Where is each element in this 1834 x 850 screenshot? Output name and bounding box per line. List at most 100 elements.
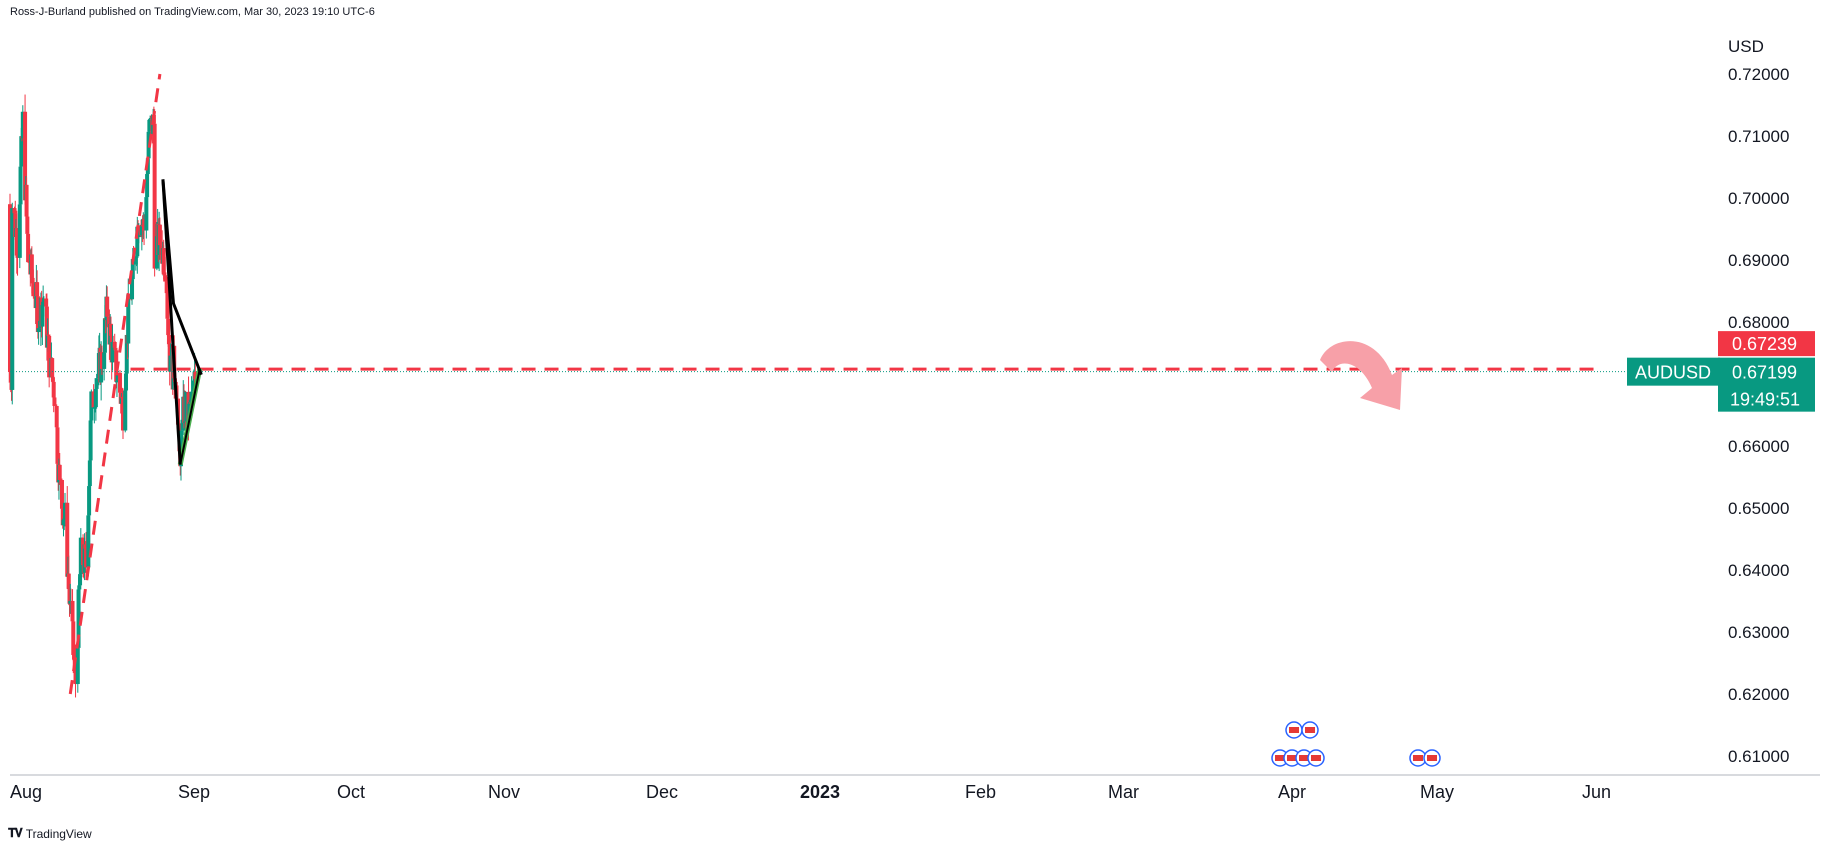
candle-body bbox=[57, 464, 62, 480]
y-tick-label: 0.65000 bbox=[1728, 499, 1789, 518]
candle-body bbox=[152, 123, 157, 269]
candle-body bbox=[120, 397, 125, 431]
candle-body bbox=[124, 334, 129, 374]
candle-body bbox=[163, 275, 168, 282]
candle-body bbox=[35, 296, 40, 333]
candle-body bbox=[44, 298, 49, 307]
x-tick-label: May bbox=[1420, 782, 1454, 802]
candle-body bbox=[62, 502, 67, 519]
candle-body bbox=[168, 355, 173, 372]
candle-body bbox=[18, 166, 23, 205]
candle-body bbox=[147, 119, 152, 132]
candle-body bbox=[44, 306, 49, 348]
candle-body bbox=[65, 502, 70, 577]
candle-body bbox=[46, 334, 51, 337]
bearish-arrow-icon bbox=[1320, 341, 1402, 410]
candle-body bbox=[68, 600, 73, 604]
candle-body bbox=[87, 460, 92, 487]
candle-body bbox=[78, 574, 83, 586]
candle-body bbox=[91, 391, 96, 408]
flag-stripe bbox=[1413, 755, 1423, 761]
x-tick-label: Dec bbox=[646, 782, 678, 802]
candle-body bbox=[61, 520, 66, 526]
triangle-lower-line[interactable] bbox=[179, 368, 201, 465]
candle-body bbox=[110, 341, 115, 363]
level-price-tag bbox=[1718, 331, 1815, 357]
candle-body bbox=[41, 301, 46, 306]
candle-body bbox=[145, 174, 150, 198]
flag-stripe bbox=[1289, 727, 1299, 733]
candle-body bbox=[14, 228, 19, 256]
candle-body bbox=[142, 218, 147, 231]
tradingview-branding[interactable]: 𝐓𝐕 TradingView bbox=[8, 826, 92, 841]
triangle-left-line[interactable] bbox=[161, 179, 182, 465]
candle-body bbox=[102, 318, 107, 353]
candle-body bbox=[15, 255, 20, 258]
candle-body bbox=[131, 259, 136, 265]
flag-stripe bbox=[1275, 755, 1285, 761]
x-tick-label: 2023 bbox=[800, 782, 840, 802]
candle-body bbox=[84, 548, 89, 568]
candles-layer bbox=[8, 94, 199, 698]
y-tick-label: 0.66000 bbox=[1728, 437, 1789, 456]
y-tick-label: 0.61000 bbox=[1728, 747, 1789, 766]
candle-body bbox=[12, 208, 17, 214]
candle-body bbox=[123, 390, 128, 431]
candle-body bbox=[30, 277, 35, 284]
candle-body bbox=[76, 589, 81, 648]
candle-body bbox=[50, 377, 55, 382]
candle-body bbox=[78, 537, 83, 575]
candle-body bbox=[66, 573, 71, 589]
candle-body bbox=[54, 405, 59, 428]
candle-body bbox=[17, 204, 22, 258]
y-axis-unit-label: USD bbox=[1728, 37, 1764, 56]
candle-body bbox=[55, 427, 60, 464]
candle-body bbox=[62, 518, 67, 521]
candle-body bbox=[47, 335, 52, 378]
flag-stripe bbox=[1427, 755, 1437, 761]
candle-body bbox=[31, 283, 36, 297]
candle-body bbox=[70, 600, 75, 622]
candle-body bbox=[114, 380, 119, 383]
candle-body bbox=[36, 328, 41, 333]
x-tick-label: Aug bbox=[10, 782, 42, 802]
candle-body bbox=[162, 272, 167, 276]
candle-body bbox=[108, 323, 113, 336]
candle-body bbox=[124, 373, 129, 391]
candle-body bbox=[51, 381, 56, 398]
flag-stripe bbox=[1299, 755, 1309, 761]
ascending-trendline[interactable] bbox=[68, 73, 162, 695]
candle-body bbox=[88, 420, 93, 461]
y-tick-label: 0.72000 bbox=[1728, 65, 1789, 84]
candle-body bbox=[134, 256, 139, 258]
candle-body bbox=[86, 515, 91, 568]
candle-body bbox=[165, 281, 170, 319]
last-price-tag bbox=[1718, 357, 1815, 412]
publish-info: Ross-J-Burland published on TradingView.… bbox=[10, 6, 375, 18]
candle-body bbox=[135, 226, 140, 257]
level-price-text: 0.67239 bbox=[1732, 334, 1797, 354]
candle-body bbox=[20, 111, 25, 139]
candle-body bbox=[29, 254, 34, 278]
x-tick-label: Mar bbox=[1108, 782, 1139, 802]
candle-body bbox=[75, 647, 80, 685]
x-tick-label: Feb bbox=[965, 782, 996, 802]
y-tick-label: 0.69000 bbox=[1728, 251, 1789, 270]
candle-body bbox=[130, 259, 135, 280]
x-tick-label: Jun bbox=[1582, 782, 1611, 802]
bar-countdown-text: 19:49:51 bbox=[1730, 390, 1800, 410]
y-tick-label: 0.64000 bbox=[1728, 561, 1789, 580]
y-tick-label: 0.68000 bbox=[1728, 313, 1789, 332]
candle-body bbox=[166, 318, 171, 336]
candle-body bbox=[157, 224, 162, 246]
candle-body bbox=[41, 298, 46, 302]
y-tick-label: 0.70000 bbox=[1728, 189, 1789, 208]
candle-body bbox=[136, 225, 141, 238]
candle-body bbox=[13, 213, 18, 237]
candle-body bbox=[130, 279, 135, 300]
candle-body bbox=[126, 294, 131, 344]
candle-body bbox=[71, 621, 76, 655]
candle-body bbox=[193, 371, 198, 380]
candle-body bbox=[113, 347, 118, 351]
